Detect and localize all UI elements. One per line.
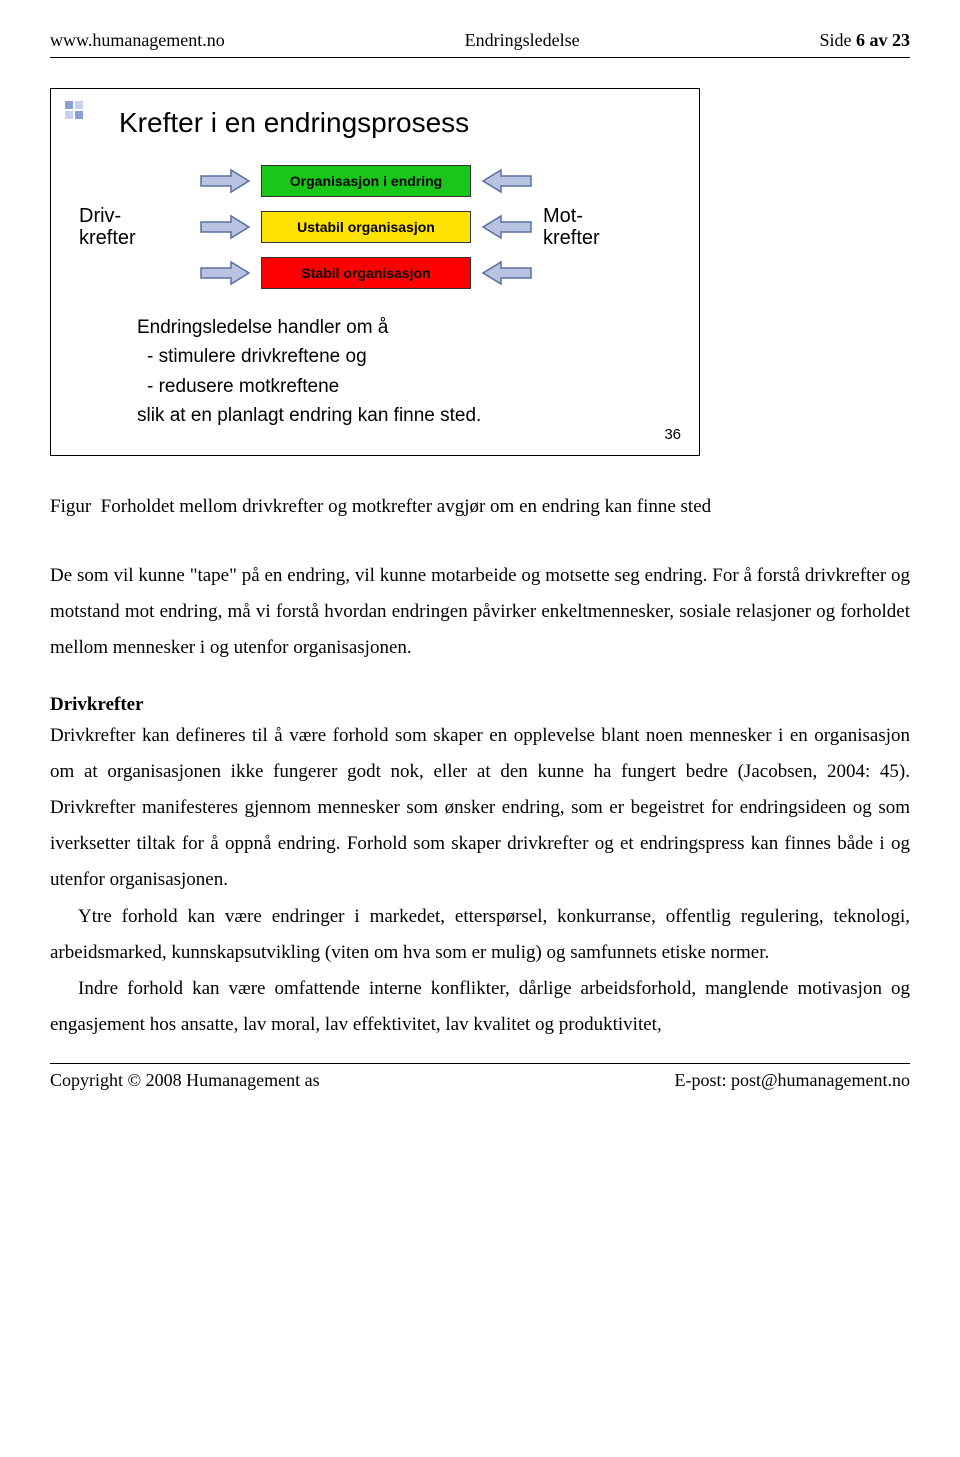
slide-title: Krefter i en endringsprosess: [119, 107, 671, 139]
page-header: www.humanagement.no Endringsledelse Side…: [50, 30, 910, 51]
slide-figure: Krefter i en endringsprosess Organisasjo…: [50, 88, 700, 456]
state-yellow: Ustabil organisasjon: [261, 211, 471, 243]
slide-number: 36: [664, 426, 681, 443]
arrow-left-icon: [481, 214, 533, 240]
slide-body-line: slik at en planlagt endring kan finne st…: [137, 401, 671, 430]
arrow-right-icon: [199, 260, 251, 286]
force-diagram: Organisasjon i endring Driv- krefter Ust…: [79, 163, 671, 291]
header-right-bold: 6 av 23: [856, 30, 910, 50]
header-rule: [50, 57, 910, 58]
header-center: Endringsledelse: [465, 30, 580, 51]
header-right: Side 6 av 23: [819, 30, 910, 51]
driv-label: Driv- krefter: [79, 205, 189, 249]
footer-rule: [50, 1063, 910, 1064]
diagram-row-1: Organisasjon i endring: [79, 163, 671, 199]
arrow-left-icon: [481, 168, 533, 194]
mot-label-bottom: krefter: [543, 227, 653, 249]
arrow-right-icon: [199, 168, 251, 194]
slide-body-line: Endringsledelse handler om å: [137, 313, 671, 342]
paragraph: Indre forhold kan være omfattende intern…: [50, 971, 910, 1043]
section-heading: Drivkrefter: [50, 694, 910, 716]
driv-label-bottom: krefter: [79, 227, 189, 249]
footer-right: E-post: post@humanagement.no: [674, 1070, 910, 1091]
arrow-right-icon: [199, 214, 251, 240]
slide-body-bullet: - redusere motkreftene: [147, 372, 671, 401]
state-green: Organisasjon i endring: [261, 165, 471, 197]
page-footer: Copyright © 2008 Humanagement as E-post:…: [50, 1070, 910, 1091]
slide-body-text: Endringsledelse handler om å - stimulere…: [137, 313, 671, 431]
driv-label-top: Driv-: [79, 205, 189, 227]
state-red: Stabil organisasjon: [261, 257, 471, 289]
slide-corner-decoration: [65, 101, 87, 119]
slide-body-bullet: - stimulere drivkreftene og: [147, 342, 671, 371]
diagram-row-2: Driv- krefter Ustabil organisasjon Mot- …: [79, 209, 671, 245]
paragraph: Ytre forhold kan være endringer i marked…: [50, 899, 910, 971]
header-site: www.humanagement.no: [50, 30, 225, 51]
footer-left: Copyright © 2008 Humanagement as: [50, 1070, 320, 1091]
mot-label-top: Mot-: [543, 205, 653, 227]
mot-label: Mot- krefter: [543, 205, 653, 249]
arrow-left-icon: [481, 260, 533, 286]
paragraph: Drivkrefter kan defineres til å være for…: [50, 718, 910, 898]
figure-caption: Figur Forholdet mellom drivkrefter og mo…: [50, 496, 910, 518]
paragraph: De som vil kunne "tape" på en endring, v…: [50, 558, 910, 666]
header-right-prefix: Side: [819, 30, 856, 50]
diagram-row-3: Stabil organisasjon: [79, 255, 671, 291]
document-body: De som vil kunne "tape" på en endring, v…: [50, 558, 910, 1043]
drivkrefter-section: Drivkrefter Drivkrefter kan defineres ti…: [50, 694, 910, 1043]
